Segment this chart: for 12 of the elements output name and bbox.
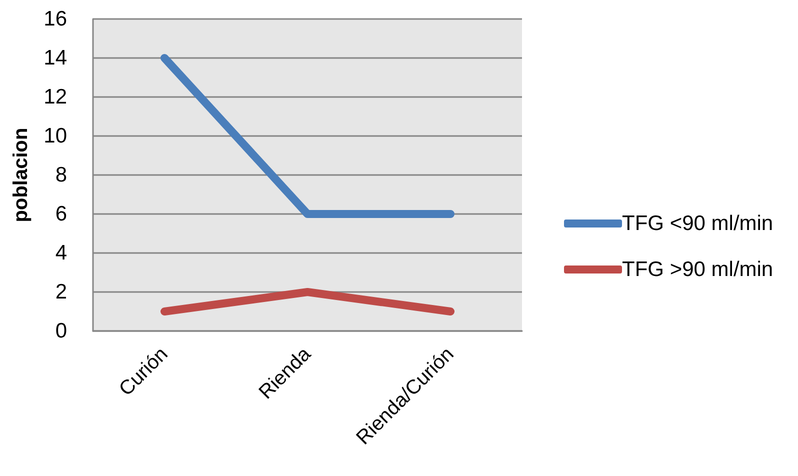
y-tick-label: 2 [55,280,67,304]
y-tick-label: 8 [55,164,67,186]
y-tick-label: 4 [55,242,68,264]
legend-label: TFG >90 ml/min [622,258,774,281]
legend-label: TFG <90 ml/min [622,212,774,235]
y-axis-title: poblacion [10,128,32,222]
y-tick-label: 10 [44,124,67,148]
y-tick-label: 6 [55,202,67,226]
y-tick-label: 14 [44,46,68,70]
y-tick-label: 0 [55,320,67,342]
y-tick-label: 16 [44,8,67,30]
y-tick-label: 12 [44,86,67,108]
